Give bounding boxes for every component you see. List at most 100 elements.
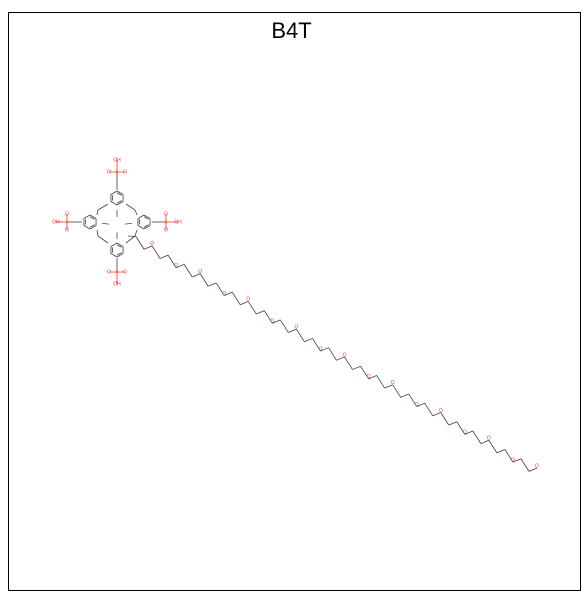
aromatic-ring-left [89,214,97,219]
ether-oxygen-label: O [222,291,226,297]
hydroxyl-label: OH [52,219,60,225]
aromatic-ring-bottom [116,242,124,247]
chain-bond [360,365,369,380]
ether-oxygen-label: O [535,463,539,469]
chain-bond [472,430,482,444]
chain-bond [416,402,425,407]
aromatic-ring-right [137,225,145,230]
structure-frame [8,12,581,591]
aromatic-ring-left [89,216,95,220]
methylene-bridge [125,203,136,211]
hydroxyl-label: OH [113,157,121,163]
chain-bond [488,440,498,454]
ether-oxygen-label: O [367,374,371,380]
chain-bond [135,236,145,250]
aromatic-ring-right [137,214,145,219]
chain-bond [440,412,450,426]
chain-bond [240,301,249,306]
sulfonyl-oxygen-label: O [65,211,69,217]
chain-bond [520,458,530,472]
hydroxyl-label: OH [174,219,182,225]
sulfonyl-oxygen-label: O [164,211,168,217]
chain-bond [424,403,434,417]
chain-bond [464,430,473,435]
ether-oxygen-label: O [270,319,274,325]
ether-oxygen-label: O [319,346,323,352]
chain-bond [368,375,377,380]
ether-oxygen-label: O [391,380,395,386]
ether-oxygen-label: O [294,325,298,331]
chain-bond [159,254,169,259]
methylene-bridge [125,235,136,244]
sulfonyl-oxygen-label: O [107,269,111,275]
chain-bond [247,301,257,315]
aromatic-ring-left [89,224,95,228]
chain-bond [432,412,441,417]
chain-bond [151,245,161,259]
chain-bond [215,282,225,296]
chain-bond [296,328,305,343]
methylene-bridge [97,235,109,244]
chain-bond [320,347,329,352]
sulfur-atom-label: S [164,219,168,225]
aromatic-ring-bottom [116,253,124,258]
ether-oxygen-label: O [439,408,443,414]
chain-bond [167,254,177,268]
chain-bond [352,365,361,370]
aromatic-ring-bottom [110,242,118,247]
chain-bond [328,347,337,361]
ether-oxygen-label: O [150,241,154,247]
aromatic-ring-left [83,225,91,230]
chain-bond [288,328,297,333]
chain-bond [456,421,466,435]
chain-bond [224,291,233,296]
chain-bond [175,264,185,269]
molecule-title: B4T [271,18,312,43]
chain-bond [496,449,506,454]
ether-oxygen-label: O [463,430,467,436]
chain-bond [504,449,514,463]
chain-bond [336,356,345,361]
chain-bond [512,458,522,463]
chain-bond [208,282,217,287]
ether-oxygen-label: O [511,457,515,463]
aromatic-ring-top [116,201,124,206]
ether-oxygen-label: O [415,402,419,408]
chain-bond [408,393,418,407]
methylene-bridge [134,209,138,216]
sulfonyl-oxygen-label: O [123,169,127,175]
chain-bond [231,291,241,305]
chain-bond [199,273,209,287]
chain-bond [376,375,385,389]
chain-bond [400,393,409,398]
chain-bond [528,467,538,472]
chain-bond [127,235,137,238]
aromatic-ring-bottom [110,253,118,258]
aromatic-ring-right [143,225,151,230]
methylene-bridge [96,209,99,216]
chain-bond [143,245,153,250]
chain-bond [304,338,313,343]
aromatic-ring-bottom [116,252,122,256]
methylene-bridge [96,229,99,237]
aromatic-ring-top [110,190,118,195]
sulfonyl-oxygen-label: O [107,169,111,175]
sulfonyl-oxygen-label: O [164,227,168,233]
chain-bond [272,319,281,324]
aromatic-ring-right [143,216,149,220]
aromatic-ring-top [116,200,122,204]
phenol-bond [125,222,132,225]
chain-bond [192,273,201,278]
chain-bond [384,384,393,389]
aromatic-ring-left [89,225,97,230]
aromatic-ring-left [83,214,91,219]
sulfur-atom-label: S [115,169,119,175]
chain-bond [183,264,193,278]
aromatic-ring-right [143,224,149,228]
sulfonyl-oxygen-label: O [123,269,127,275]
ether-oxygen-label: O [343,352,347,358]
sulfur-atom-label: S [65,219,69,225]
chain-bond [263,310,273,324]
aromatic-ring-top [110,201,118,206]
